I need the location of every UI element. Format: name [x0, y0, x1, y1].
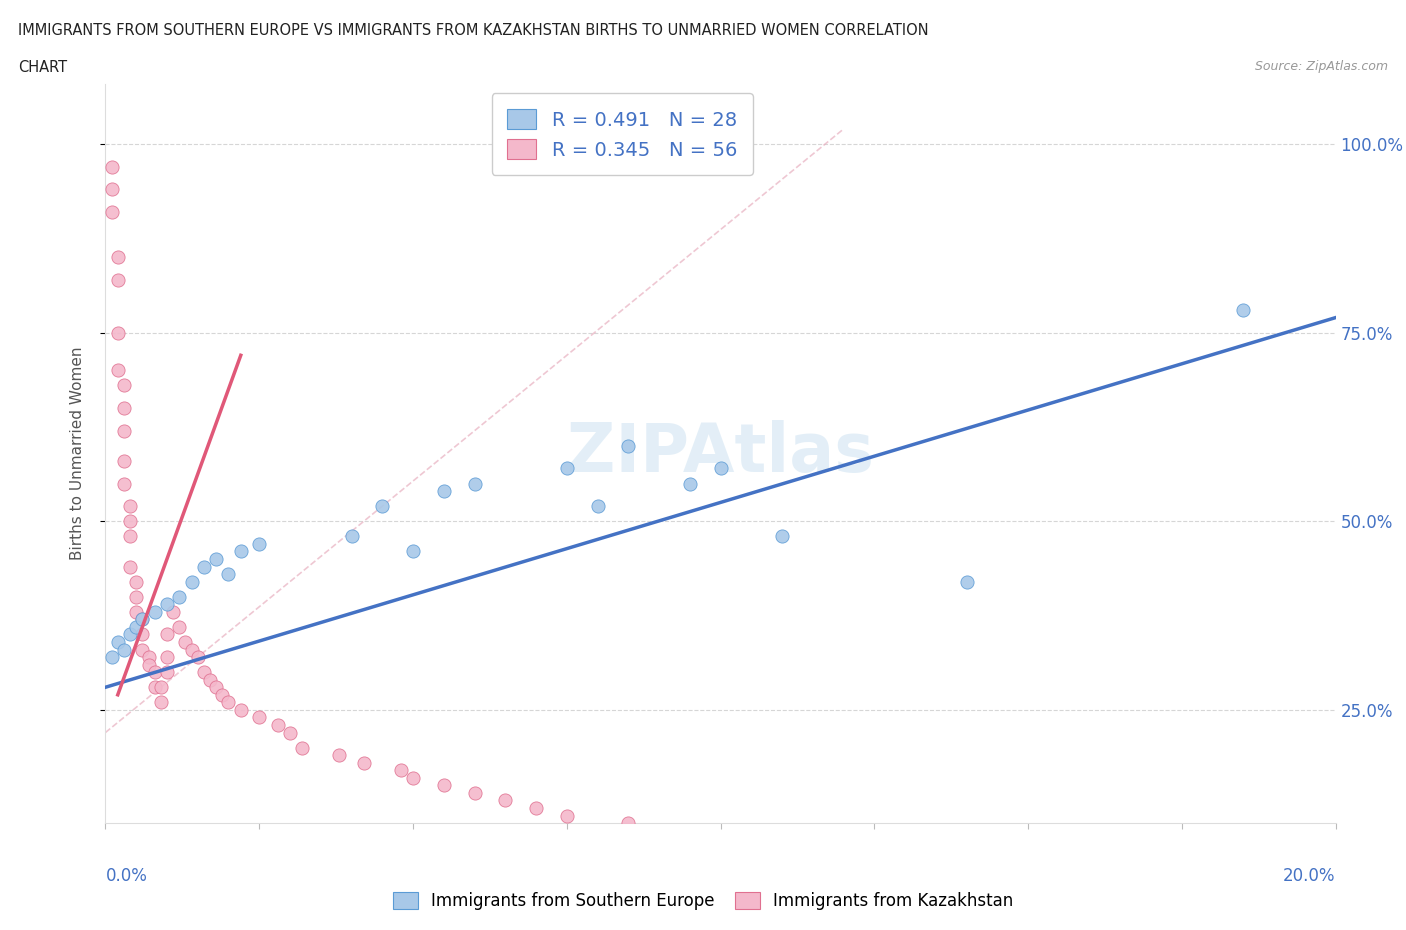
Point [156, 665, 179, 680]
Point [278, 725, 301, 740]
Point [679, 476, 702, 491]
Point [138, 658, 160, 672]
Point [169, 590, 191, 604]
Point [247, 537, 270, 551]
Point [112, 423, 135, 438]
Point [710, 461, 733, 476]
Point [586, 498, 609, 513]
Point [555, 461, 578, 476]
Point [402, 770, 425, 785]
Point [193, 559, 215, 574]
Point [389, 763, 412, 777]
Point [100, 650, 122, 665]
Point [120, 498, 141, 513]
Point [247, 710, 270, 724]
Point [120, 559, 141, 574]
Point [120, 529, 141, 544]
Point [100, 182, 122, 197]
Point [211, 687, 233, 702]
Point [617, 816, 640, 830]
Point [956, 574, 979, 589]
Point [340, 529, 363, 544]
Point [112, 454, 135, 469]
Point [100, 159, 122, 174]
Point [433, 484, 456, 498]
Point [149, 695, 172, 710]
Point [328, 748, 350, 763]
Point [143, 680, 166, 695]
Point [353, 755, 375, 770]
Point [770, 529, 793, 544]
Point [402, 544, 425, 559]
Point [112, 642, 135, 657]
Point [143, 665, 166, 680]
Text: Source: ZipAtlas.com: Source: ZipAtlas.com [1254, 60, 1388, 73]
Point [169, 619, 191, 634]
Point [107, 634, 129, 649]
Point [131, 627, 153, 642]
Point [494, 793, 516, 808]
Point [180, 574, 202, 589]
Point [555, 808, 578, 823]
Point [125, 590, 148, 604]
Point [524, 801, 547, 816]
Point [617, 438, 640, 453]
Point [125, 574, 148, 589]
Point [120, 627, 141, 642]
Point [107, 326, 129, 340]
Point [180, 642, 202, 657]
Point [162, 604, 184, 619]
Point [138, 650, 160, 665]
Legend: R = 0.491   N = 28, R = 0.345   N = 56: R = 0.491 N = 28, R = 0.345 N = 56 [492, 93, 752, 176]
Point [107, 272, 129, 287]
Text: IMMIGRANTS FROM SOUTHERN EUROPE VS IMMIGRANTS FROM KAZAKHSTAN BIRTHS TO UNMARRIE: IMMIGRANTS FROM SOUTHERN EUROPE VS IMMIG… [18, 23, 929, 38]
Point [229, 544, 252, 559]
Point [193, 665, 215, 680]
Point [156, 650, 179, 665]
Point [218, 695, 240, 710]
Point [1232, 302, 1254, 317]
Point [156, 627, 179, 642]
Y-axis label: Births to Unmarried Women: Births to Unmarried Women [70, 347, 84, 560]
Text: 20.0%: 20.0% [1284, 868, 1336, 885]
Point [267, 718, 290, 733]
Point [120, 514, 141, 529]
Point [100, 205, 122, 219]
Point [218, 566, 240, 581]
Point [149, 680, 172, 695]
Point [131, 642, 153, 657]
Point [433, 777, 456, 792]
Point [112, 378, 135, 392]
Point [464, 786, 486, 801]
Point [131, 612, 153, 627]
Text: CHART: CHART [18, 60, 67, 75]
Point [371, 498, 394, 513]
Point [198, 672, 221, 687]
Point [205, 551, 228, 566]
Point [156, 597, 179, 612]
Point [125, 604, 148, 619]
Point [112, 401, 135, 416]
Text: ZIPAtlas: ZIPAtlas [567, 420, 875, 486]
Point [143, 604, 166, 619]
Point [125, 619, 148, 634]
Point [112, 476, 135, 491]
Point [187, 650, 209, 665]
Point [107, 250, 129, 265]
Point [205, 680, 228, 695]
Legend: Immigrants from Southern Europe, Immigrants from Kazakhstan: Immigrants from Southern Europe, Immigra… [387, 885, 1019, 917]
Point [174, 634, 197, 649]
Point [464, 476, 486, 491]
Point [131, 612, 153, 627]
Point [107, 363, 129, 378]
Point [229, 702, 252, 717]
Point [291, 740, 314, 755]
Text: 0.0%: 0.0% [105, 868, 148, 885]
